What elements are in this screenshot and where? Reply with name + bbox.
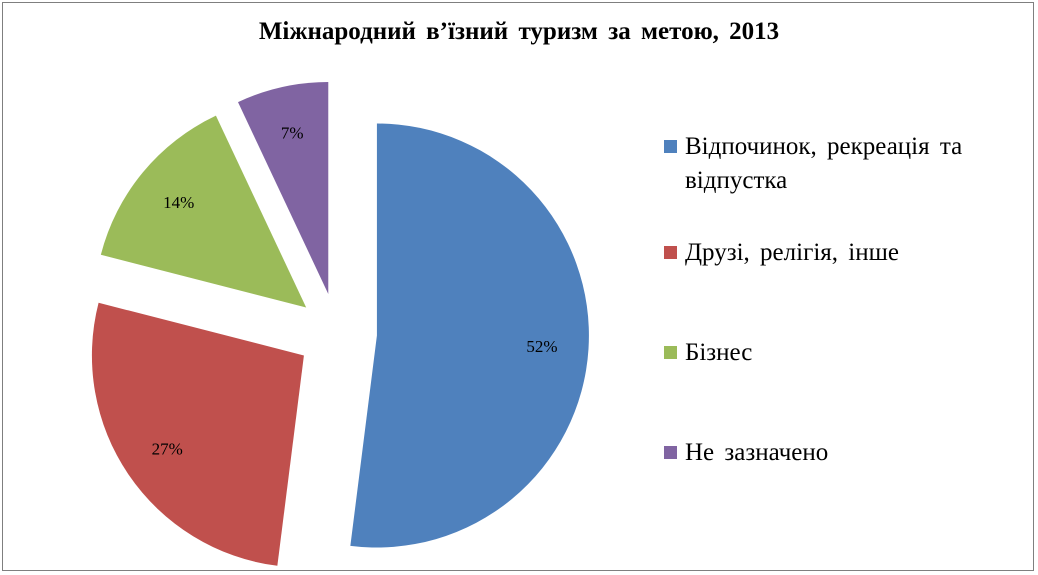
legend-label: Друзі, релігія, інше	[685, 239, 899, 266]
legend-swatch	[664, 246, 677, 259]
pie-slice-business	[100, 115, 307, 308]
chart-title: Міжнародний в’їзний туризм за метою, 201…	[258, 18, 780, 45]
legend-item-vacation: Відпочинок, рекреація та відпустка	[664, 130, 1015, 198]
data-label-unspecified: 7%	[281, 124, 304, 143]
data-label-friends-religion-other: 27%	[152, 439, 183, 458]
pie-slice-vacation	[350, 123, 589, 548]
legend-swatch	[664, 346, 677, 359]
legend-item-business: Бізнес	[664, 336, 1015, 370]
pie-slice-friends-religion-other	[91, 302, 304, 566]
legend-swatch	[664, 446, 677, 459]
legend-label: Не зазначено	[685, 439, 829, 466]
legend-item-unspecified: Не зазначено	[664, 436, 1015, 470]
data-label-vacation: 52%	[526, 337, 557, 356]
legend-swatch	[664, 140, 677, 153]
legend-item-friends-religion-other: Друзі, релігія, інше	[664, 236, 1015, 270]
legend-label: Відпочинок, рекреація та відпустка	[685, 133, 963, 194]
pie-slice-unspecified	[238, 81, 329, 294]
data-label-business: 14%	[163, 193, 194, 212]
legend-label: Бізнес	[685, 339, 753, 366]
